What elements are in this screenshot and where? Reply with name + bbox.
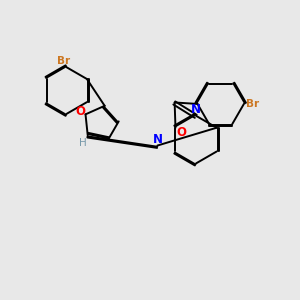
Text: H: H [80, 138, 87, 148]
Text: N: N [190, 103, 200, 116]
Text: Br: Br [246, 99, 259, 109]
Text: O: O [75, 106, 85, 118]
Text: N: N [152, 133, 162, 146]
Text: Br: Br [57, 56, 70, 66]
Text: O: O [176, 126, 186, 139]
